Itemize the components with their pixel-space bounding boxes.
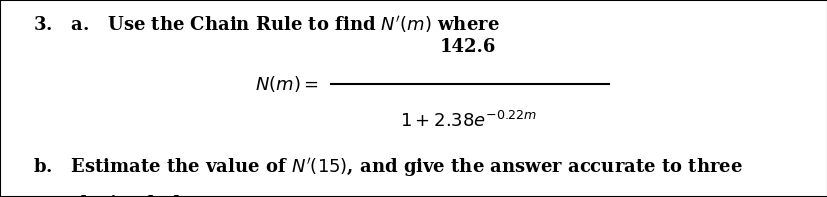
Text: 3.   a.   Use the Chain Rule to find $N'(m)$ where: 3. a. Use the Chain Rule to find $N'(m)$… xyxy=(33,14,500,35)
Text: decimal places.: decimal places. xyxy=(74,195,230,197)
Text: b.   Estimate the value of $N'(15)$, and give the answer accurate to three: b. Estimate the value of $N'(15)$, and g… xyxy=(33,156,742,179)
Text: $N(m) =$: $N(m) =$ xyxy=(255,74,318,94)
Text: $1 + 2.38e^{-0.22m}$: $1 + 2.38e^{-0.22m}$ xyxy=(399,111,535,131)
Text: 142.6: 142.6 xyxy=(439,38,495,56)
